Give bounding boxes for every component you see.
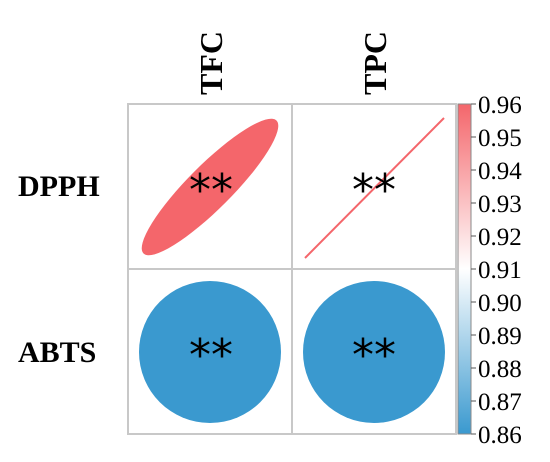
column-label-tfc: TFC — [193, 31, 229, 95]
row-label-abts: ABTS — [18, 336, 96, 369]
colorbar-tick-label: 0.92 — [478, 224, 522, 251]
colorbar — [457, 103, 472, 435]
cell-abts-tpc-significance: ** — [352, 330, 396, 381]
cell-abts-tpc-circle — [303, 281, 445, 423]
cell-dpph-tfc-significance: ** — [189, 165, 233, 216]
colorbar-tick-label: 0.93 — [478, 191, 522, 218]
colorbar-tick-label: 0.89 — [478, 323, 522, 350]
cell-dpph-tpc-line — [304, 117, 445, 259]
colorbar-tick-label: 0.90 — [478, 290, 522, 317]
cell-dpph-tfc-ellipse — [141, 118, 279, 256]
colorbar-ticks: 0.96 0.95 0.94 0.93 0.92 0.91 0.90 0.89 0.88 0.87… — [471, 92, 522, 449]
colorbar-tick-label: 0.86 — [478, 422, 522, 449]
cell-dpph-tpc-significance: ** — [352, 165, 396, 216]
cell-abts-tfc-significance: ** — [189, 330, 233, 381]
cell-abts-tfc-circle — [139, 281, 281, 423]
matrix-grid — [127, 103, 457, 435]
colorbar-tick-label: 0.87 — [478, 389, 522, 416]
colorbar-tick-label: 0.88 — [478, 356, 522, 383]
column-label-tpc: TPC — [357, 31, 393, 95]
colorbar-tick-label: 0.94 — [478, 158, 522, 185]
colorbar-tick-label: 0.95 — [478, 125, 522, 152]
colorbar-tick-label: 0.96 — [478, 92, 522, 119]
colorbar-tick-label: 0.91 — [478, 257, 522, 284]
row-label-dpph: DPPH — [18, 170, 100, 203]
